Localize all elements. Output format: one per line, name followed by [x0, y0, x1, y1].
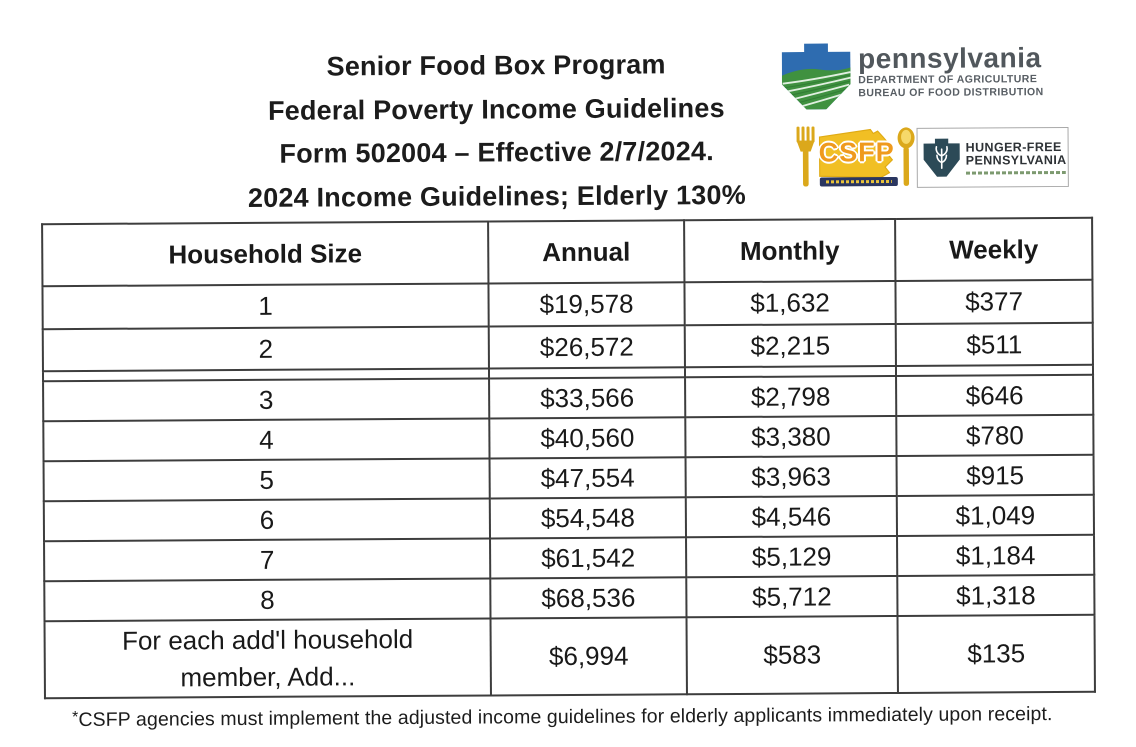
monthly-cell: $2,798: [685, 375, 897, 418]
monthly-cell: $5,129: [686, 535, 898, 578]
annual-cell: $54,548: [489, 497, 687, 539]
weekly-cell: $1,049: [896, 494, 1095, 536]
monthly-cell: $1,632: [684, 280, 896, 326]
household-size-cell: 5: [43, 458, 490, 502]
monthly-cell: $5,712: [686, 575, 898, 618]
weekly-cell: $646: [896, 374, 1094, 416]
weekly-cell: $511: [895, 322, 1093, 366]
weekly-cell: $915: [896, 454, 1094, 496]
pa-keystone-farm-icon: [781, 43, 851, 110]
column-header-weekly: Weekly: [895, 217, 1093, 281]
annual-cell: $6,994: [490, 617, 687, 696]
household-size-cell: 7: [44, 538, 491, 582]
title-line-3: Form 502004 – Effective 2/7/2024.: [279, 136, 714, 169]
household-size-cell: 2: [42, 326, 489, 372]
document-title: Senior Food Box Program Federal Poverty …: [126, 42, 867, 221]
household-size-cell: 4: [43, 418, 490, 462]
table-row-additional-member: For each add'l household member, Add... …: [44, 614, 1095, 699]
monthly-cell: $3,380: [685, 415, 897, 458]
table-row: 8 $68,536 $5,712 $1,318: [44, 574, 1095, 622]
household-size-cell: 3: [43, 378, 490, 422]
column-header-annual: Annual: [488, 220, 685, 284]
annual-cell: $19,578: [488, 282, 685, 327]
hunger-free-keystone-icon: [923, 138, 960, 177]
household-size-cell: 1: [42, 283, 489, 330]
title-line-2: Federal Poverty Income Guidelines: [267, 92, 725, 126]
column-header-household-size: Household Size: [42, 221, 489, 287]
additional-member-label: For each add'l household member, Add...: [121, 623, 414, 692]
weekly-cell: $135: [897, 614, 1095, 693]
annual-cell: $33,566: [489, 377, 686, 419]
fork-icon: [796, 126, 815, 187]
table-row: 7 $61,542 $5,129 $1,184: [44, 534, 1095, 582]
pa-dept-line-2: BUREAU OF FOOD DISTRIBUTION: [858, 85, 1044, 99]
pa-wordmark-block: pennsylvania DEPARTMENT OF AGRICULTURE B…: [857, 42, 1044, 99]
spoon-icon: [897, 127, 915, 186]
table-row: 3 $33,566 $2,798 $646: [43, 374, 1094, 422]
csfp-logo: CSFP: [792, 119, 920, 194]
hunger-free-tagline-illegible: [965, 170, 1066, 175]
annual-cell: $40,560: [489, 417, 686, 459]
monthly-cell: $583: [686, 615, 898, 695]
csfp-tagline-bar: [819, 176, 898, 187]
annual-cell: $47,554: [489, 457, 686, 499]
weekly-cell: $377: [895, 279, 1093, 324]
table-header-row: Household Size Annual Monthly Weekly: [42, 217, 1093, 287]
hunger-free-line-2: PENNSYLVANIA: [965, 152, 1067, 168]
pa-dept-line-1: DEPARTMENT OF AGRICULTURE: [858, 73, 1038, 87]
table-row: 6 $54,548 $4,546 $1,049: [43, 494, 1095, 542]
monthly-cell: $3,963: [685, 455, 897, 498]
table-row: 4 $40,560 $3,380 $780: [43, 414, 1094, 462]
household-size-cell: 6: [43, 498, 491, 542]
annual-cell: $26,572: [488, 325, 685, 369]
table-row: 5 $47,554 $3,963 $915: [43, 454, 1094, 502]
annual-cell: $61,542: [490, 537, 687, 579]
csfp-tagline-text-illegible: [825, 180, 892, 184]
monthly-cell: $2,215: [684, 323, 896, 368]
column-header-monthly: Monthly: [684, 218, 896, 283]
hunger-free-pa-logo: HUNGER-FREE PENNSYLVANIA: [916, 126, 1069, 188]
footnote-text: CSFP agencies must implement the adjuste…: [78, 703, 1053, 731]
hunger-free-text-block: HUNGER-FREE PENNSYLVANIA: [965, 139, 1067, 175]
annual-cell: $68,536: [490, 577, 687, 619]
household-size-cell: For each add'l household member, Add...: [44, 618, 491, 699]
household-size-cell: 8: [44, 578, 491, 622]
weekly-cell: $780: [896, 414, 1094, 456]
title-line-1: Senior Food Box Program: [326, 49, 666, 82]
monthly-cell: $4,546: [685, 495, 898, 538]
table-row: 2 $26,572 $2,215 $511: [42, 322, 1093, 372]
income-guidelines-table: Household Size Annual Monthly Weekly 1 $…: [41, 217, 1096, 699]
footnote: *CSFP agencies must implement the adjust…: [72, 703, 1122, 732]
pa-wordmark: pennsylvania: [857, 42, 1042, 75]
weekly-cell: $1,184: [897, 534, 1095, 576]
pa-agriculture-logo: pennsylvania DEPARTMENT OF AGRICULTURE B…: [781, 41, 1044, 111]
weekly-cell: $1,318: [897, 574, 1095, 616]
title-line-4: 2024 Income Guidelines; Elderly 130%: [247, 179, 746, 213]
csfp-label: CSFP: [818, 137, 895, 168]
table-row: 1 $19,578 $1,632 $377: [42, 279, 1093, 330]
